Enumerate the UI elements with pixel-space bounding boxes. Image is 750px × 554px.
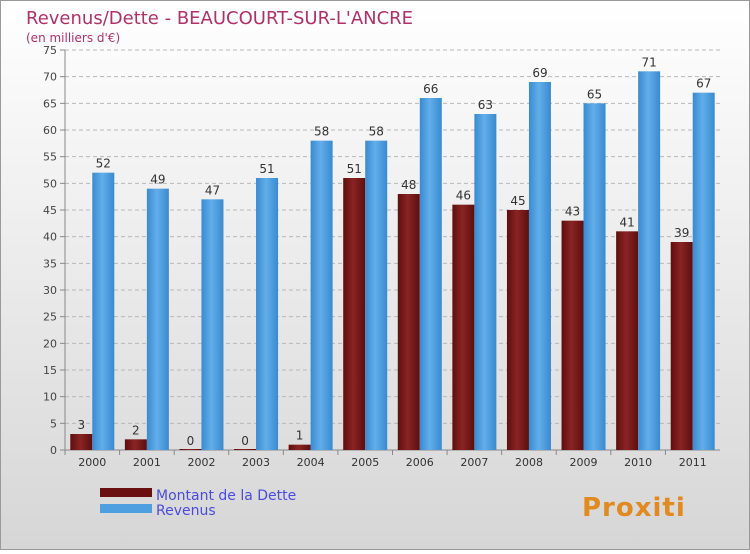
x-tick-label: 2008 <box>515 456 543 469</box>
revenue-bar <box>146 188 169 450</box>
revenue-bar <box>310 140 333 450</box>
chart-title: Revenus/Dette - BEAUCOURT-SUR-L'ANCRE <box>26 8 413 29</box>
x-tick-labels: 2000 2001 2002 2003 2004 2005 2006 2007 2008 2009… <box>64 450 707 469</box>
x-tick-label: 2005 <box>351 456 379 469</box>
legend-label-debt: Montant de la Dette <box>156 488 296 504</box>
x-tick-label: 2011 <box>679 456 707 469</box>
x-tick-label: 2009 <box>570 456 598 469</box>
y-tick-label: 70 <box>43 71 57 84</box>
debt-bar <box>506 210 529 450</box>
revenue-bar-value-label: 67 <box>696 77 711 91</box>
debt-bar <box>343 178 366 450</box>
chart-subtitle: (en milliers d'€) <box>26 31 120 45</box>
debt-bar <box>234 449 257 450</box>
x-tick-label: 2004 <box>297 456 325 469</box>
y-tick-label: 10 <box>43 391 57 404</box>
debt-bar-value-label: 48 <box>401 178 416 192</box>
revenue-bar <box>201 199 224 450</box>
debt-bar <box>670 242 693 450</box>
y-tick-label: 25 <box>43 311 57 324</box>
debt-bar <box>179 449 202 450</box>
y-tick-label: 40 <box>43 231 57 244</box>
y-tick-label: 35 <box>43 257 57 270</box>
y-tick-label: 45 <box>43 204 57 217</box>
revenue-bar-value-label: 58 <box>369 125 384 139</box>
revenue-bar <box>583 103 606 450</box>
debt-bar-value-label: 1 <box>296 429 304 443</box>
data-labels: 3 52 2 49 0 47 0 51 1 58 51 58 48 66 46 63 45 69 43 65 41 71 3… <box>77 55 711 448</box>
revenue-bar-value-label: 71 <box>641 55 656 69</box>
y-tick-label: 0 <box>50 444 57 457</box>
revenue-bar <box>638 71 661 450</box>
x-tick-label: 2006 <box>406 456 434 469</box>
revenue-bar-value-label: 66 <box>423 82 438 96</box>
revenue-bar <box>256 178 279 450</box>
legend-swatch-debt <box>100 488 152 497</box>
legend-swatch-revenus <box>100 504 152 513</box>
proxiti-logo: Proxiti <box>582 493 686 523</box>
x-tick-label: 2002 <box>187 456 215 469</box>
revenue-bar <box>419 98 442 450</box>
revenue-bar-value-label: 51 <box>259 162 274 176</box>
debt-bar <box>452 204 475 450</box>
x-tick-label: 2001 <box>133 456 161 469</box>
y-tick-label: 75 <box>43 44 57 57</box>
debt-bar <box>561 220 584 450</box>
debt-bar <box>616 231 639 450</box>
debt-bar <box>397 194 420 450</box>
revenue-bar <box>692 92 715 451</box>
y-tick-label: 30 <box>43 284 57 297</box>
debt-bar <box>288 444 311 450</box>
revenue-bar-value-label: 63 <box>478 98 493 112</box>
debt-bar-value-label: 46 <box>456 189 471 203</box>
revenue-bar-value-label: 65 <box>587 87 602 101</box>
y-tick-label: 60 <box>43 124 57 137</box>
revenue-bar <box>92 172 115 450</box>
debt-bar-value-label: 39 <box>674 226 689 240</box>
debt-bar-value-label: 3 <box>77 418 85 432</box>
y-tick-label: 5 <box>50 417 57 430</box>
x-tick-label: 2000 <box>78 456 106 469</box>
debt-bar <box>70 434 93 450</box>
y-tick-label: 15 <box>43 364 57 377</box>
revenue-bar-value-label: 69 <box>532 66 547 80</box>
debt-bar-value-label: 43 <box>565 205 580 219</box>
debt-bar-value-label: 0 <box>241 434 249 448</box>
debt-bar-value-label: 51 <box>347 162 362 176</box>
revenue-bar <box>528 82 551 450</box>
revenue-bar <box>365 140 388 450</box>
y-tick-label: 20 <box>43 337 57 350</box>
legend: Montant de la Dette Revenus <box>100 488 296 519</box>
y-tick-label: 55 <box>43 151 57 164</box>
legend-label-revenus: Revenus <box>156 503 216 519</box>
debt-bar-value-label: 41 <box>619 215 634 229</box>
bar-layer <box>70 71 715 451</box>
debt-bar-value-label: 45 <box>510 194 525 208</box>
revenue-bar-value-label: 52 <box>96 157 111 171</box>
y-tick-label: 50 <box>43 177 57 190</box>
revenue-bar <box>474 114 497 450</box>
y-tick-label: 65 <box>43 97 57 110</box>
debt-bar-value-label: 0 <box>187 434 195 448</box>
y-tick-labels: 0 5 10 15 20 25 30 35 40 45 50 55 60 65 70 75 <box>43 44 57 457</box>
revenue-bar-value-label: 58 <box>314 125 329 139</box>
x-tick-label: 2003 <box>242 456 270 469</box>
x-tick-label: 2010 <box>624 456 652 469</box>
debt-bar-value-label: 2 <box>132 423 140 437</box>
debt-bar <box>124 439 147 450</box>
revenue-bar-value-label: 49 <box>150 173 165 187</box>
x-tick-label: 2007 <box>460 456 488 469</box>
revenue-bar-value-label: 47 <box>205 183 220 197</box>
